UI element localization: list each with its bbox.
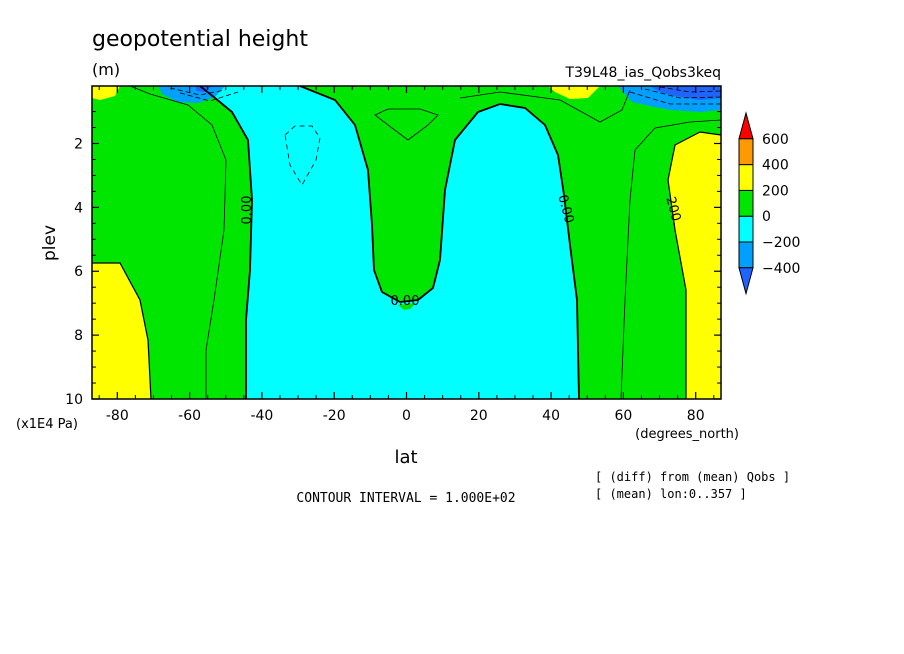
contour-neg-top-left [169, 87, 226, 96]
region-dark-top-right [650, 86, 721, 100]
region-yellow-south [92, 263, 151, 399]
colorbar-label: 400 [762, 158, 789, 174]
colorbar-top-triangle [738, 111, 754, 140]
y-axis: 2 4 6 8 10 [65, 111, 721, 408]
colorbar-label: −400 [762, 261, 800, 277]
contour-trapezoid [374, 108, 439, 141]
x-axis-units: (degrees_north) [635, 427, 739, 442]
contour-label-north: 0.00 [554, 193, 576, 225]
region-cyan-main [200, 86, 579, 399]
contour-zero-central [299, 86, 580, 399]
contour-neg-top-right-1 [629, 91, 721, 105]
colorbar-segment [738, 241, 754, 269]
y-tick-label: 4 [74, 200, 83, 216]
note-diff: [ (diff) from (mean) Qobs ] [595, 470, 790, 484]
region-green-trapezoid [375, 109, 438, 140]
chart-title: geopotential height [92, 27, 308, 52]
x-tick-label: -60 [178, 408, 201, 424]
colorbar-segment [738, 164, 754, 191]
colorbar-label: 600 [762, 132, 789, 148]
contour-neg-top-right-2 [644, 88, 721, 99]
x-tick-label: 20 [470, 408, 488, 424]
colorbar-label: 0 [762, 209, 771, 225]
contour-100-south [129, 86, 227, 399]
contour-neg100-dashed [284, 125, 321, 186]
x-tick-label: -80 [106, 408, 129, 424]
x-tick-label: -40 [250, 408, 273, 424]
contour-label-200: 200. [662, 195, 684, 227]
x-tick-label: 0 [402, 408, 411, 424]
x-tick-label: 40 [542, 408, 560, 424]
note-mean: [ (mean) lon:0..357 ] [595, 487, 747, 501]
contour-interval: CONTOUR INTERVAL = 1.000E+02 [296, 491, 515, 506]
y-tick-label: 6 [74, 264, 83, 280]
colorbar-segment [738, 189, 754, 217]
colorbar: 600 400 200 0 −200 −400 [738, 111, 800, 296]
contour-label-center: 0.00 [391, 294, 420, 309]
colorbar-bottom-triangle [738, 267, 754, 296]
contour-200-south [92, 262, 152, 399]
colorbar-label: 200 [762, 183, 789, 199]
contour-label-south: 0.00 [240, 196, 255, 225]
x-axis: -80 -60 -40 -20 0 20 40 60 80 [98, 86, 715, 424]
y-axis-title: plev [40, 225, 60, 261]
x-axis-title: lat [394, 447, 417, 468]
x-tick-label: 60 [614, 408, 632, 424]
contour-200-north [667, 131, 721, 399]
chart-units: (m) [92, 60, 120, 79]
colorbar-segment [738, 138, 754, 166]
colorbar-segment [738, 215, 754, 243]
contour-100-north [620, 119, 721, 399]
contour-zero-south [199, 86, 253, 399]
region-blue-top-left [158, 86, 225, 103]
region-green-bulge [398, 303, 416, 310]
x-tick-label: 80 [687, 408, 705, 424]
contour-labels: 0.00 0.00 0.00 200. [240, 193, 684, 309]
contour-neg-top-right-3 [659, 86, 721, 93]
contour-field [92, 86, 721, 399]
region-yellow-north [668, 132, 721, 399]
y-tick-label: 8 [74, 328, 83, 344]
contour-lines [92, 86, 721, 399]
contour-100-upper [459, 89, 631, 123]
y-tick-label: 2 [74, 136, 83, 152]
experiment-label: T39L48_ias_Qobs3keq [564, 65, 721, 81]
y-axis-units: (x1E4 Pa) [16, 417, 78, 432]
x-tick-label: -20 [323, 408, 346, 424]
y-tick-label: 10 [65, 392, 83, 408]
contour-neg-top-left-2 [179, 91, 239, 102]
colorbar-label: −200 [762, 235, 800, 251]
